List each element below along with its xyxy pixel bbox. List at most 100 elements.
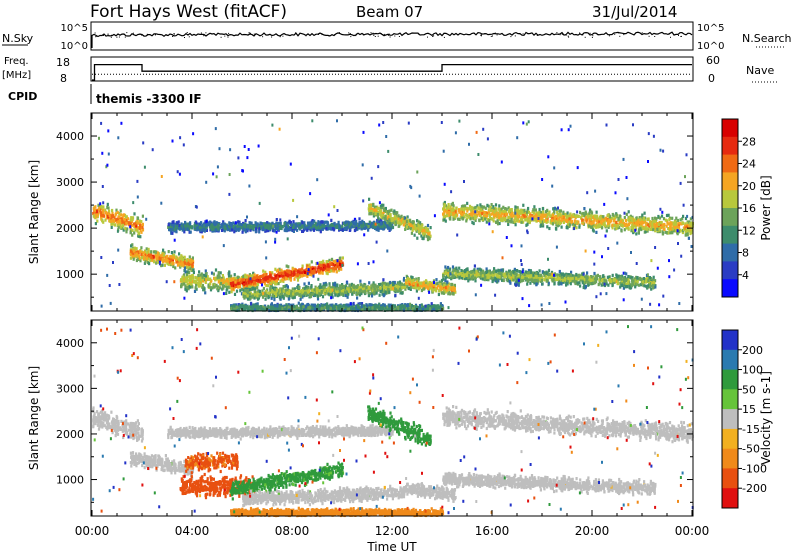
echo-cell bbox=[269, 280, 272, 284]
echo-cell bbox=[256, 293, 259, 298]
echo-cell bbox=[367, 285, 370, 289]
echo-cell bbox=[288, 277, 291, 281]
noise-sample bbox=[379, 32, 381, 34]
echo-cell bbox=[170, 258, 173, 262]
echo-cell bbox=[281, 278, 284, 282]
echo-cell bbox=[324, 265, 327, 269]
echo-cell bbox=[598, 224, 602, 228]
echo-cell bbox=[318, 261, 321, 265]
echo-cell bbox=[173, 224, 176, 229]
echo-cell bbox=[517, 211, 520, 215]
echo-cell bbox=[309, 223, 312, 227]
echo-cell bbox=[153, 250, 156, 254]
echo-cell bbox=[172, 224, 175, 228]
echo-cell bbox=[227, 277, 230, 281]
noise-sample bbox=[295, 32, 296, 34]
noise-sample bbox=[111, 34, 112, 36]
noise-sample bbox=[110, 36, 112, 38]
echo-cell bbox=[637, 220, 640, 224]
echo-cell bbox=[367, 225, 370, 229]
echo-cell bbox=[510, 215, 514, 219]
echo-cell bbox=[349, 226, 352, 230]
echo-cell bbox=[382, 207, 385, 211]
echo-cell bbox=[220, 228, 224, 232]
echo-cell bbox=[415, 229, 418, 233]
echo-cell bbox=[155, 250, 158, 254]
echo-cell bbox=[222, 276, 225, 280]
echo-cell bbox=[240, 276, 243, 280]
echo-cell bbox=[454, 210, 457, 214]
echo-cell bbox=[251, 276, 254, 280]
echo-cell bbox=[420, 225, 423, 229]
echo-cell bbox=[180, 278, 183, 282]
echo-cell bbox=[353, 217, 357, 221]
echo-cell bbox=[286, 285, 289, 289]
echo-cell bbox=[665, 219, 669, 223]
echo-cell bbox=[250, 225, 253, 229]
echo-cell bbox=[316, 297, 320, 301]
echo-cell bbox=[222, 220, 225, 224]
echo-cell bbox=[637, 230, 640, 234]
echo-cell bbox=[204, 220, 207, 224]
echo-cell bbox=[601, 222, 604, 226]
echo-cell bbox=[358, 217, 361, 221]
echo-cell bbox=[200, 225, 203, 229]
echo-cell bbox=[665, 213, 669, 218]
noise-sample bbox=[388, 33, 390, 35]
echo-cell bbox=[240, 287, 243, 291]
echo-cell bbox=[237, 282, 240, 286]
echo-cell bbox=[205, 272, 208, 276]
echo-cell bbox=[137, 234, 140, 238]
echo-cell bbox=[122, 228, 125, 232]
echo-cell bbox=[249, 228, 252, 232]
echo-cell bbox=[358, 223, 361, 227]
echo-cell bbox=[341, 228, 344, 232]
echo-cell bbox=[140, 246, 143, 250]
echo-cell bbox=[226, 227, 229, 231]
echo-cell bbox=[199, 278, 202, 282]
echo-cell bbox=[188, 264, 192, 269]
echo-cell bbox=[403, 218, 406, 222]
echo-cell bbox=[440, 287, 444, 291]
echo-cell bbox=[422, 282, 425, 286]
echo-cell bbox=[191, 264, 194, 269]
echo-cell bbox=[230, 274, 233, 278]
noise-sample bbox=[433, 35, 435, 37]
echo-cell bbox=[288, 269, 291, 273]
echo-cell bbox=[438, 289, 441, 293]
noise-sample bbox=[480, 34, 482, 36]
echo-cell bbox=[536, 214, 539, 218]
echo-cell bbox=[428, 280, 431, 285]
echo-cell bbox=[339, 227, 342, 231]
echo-cell bbox=[440, 291, 443, 295]
noise-sample bbox=[536, 34, 538, 36]
echo-cell bbox=[437, 292, 440, 297]
echo-cell bbox=[115, 218, 118, 222]
echo-cell bbox=[434, 288, 437, 292]
echo-cell bbox=[613, 215, 616, 219]
echo-cell bbox=[296, 224, 299, 228]
echo-cell bbox=[307, 289, 310, 293]
echo-cell bbox=[550, 216, 554, 220]
echo-cell bbox=[155, 258, 158, 262]
echo-cell bbox=[265, 225, 268, 229]
echo-cell bbox=[285, 269, 289, 273]
echo-cell bbox=[131, 251, 134, 255]
echo-cell bbox=[470, 208, 473, 212]
noise-sample bbox=[370, 32, 372, 34]
echo-cell bbox=[311, 273, 314, 277]
echo-cell bbox=[179, 256, 182, 260]
echo-cell bbox=[644, 230, 647, 234]
echo-cell bbox=[120, 225, 123, 229]
echo-cell bbox=[186, 225, 189, 229]
echo-cell bbox=[284, 292, 287, 296]
echo-cell bbox=[368, 208, 371, 213]
echo-cell bbox=[329, 290, 332, 294]
echo-cell bbox=[267, 275, 270, 279]
echo-cell bbox=[272, 280, 275, 285]
echo-cell bbox=[184, 284, 187, 288]
echo-cell bbox=[298, 275, 301, 279]
echo-cell bbox=[337, 266, 341, 271]
noise-sample bbox=[227, 36, 229, 38]
echo-cell bbox=[330, 218, 333, 222]
